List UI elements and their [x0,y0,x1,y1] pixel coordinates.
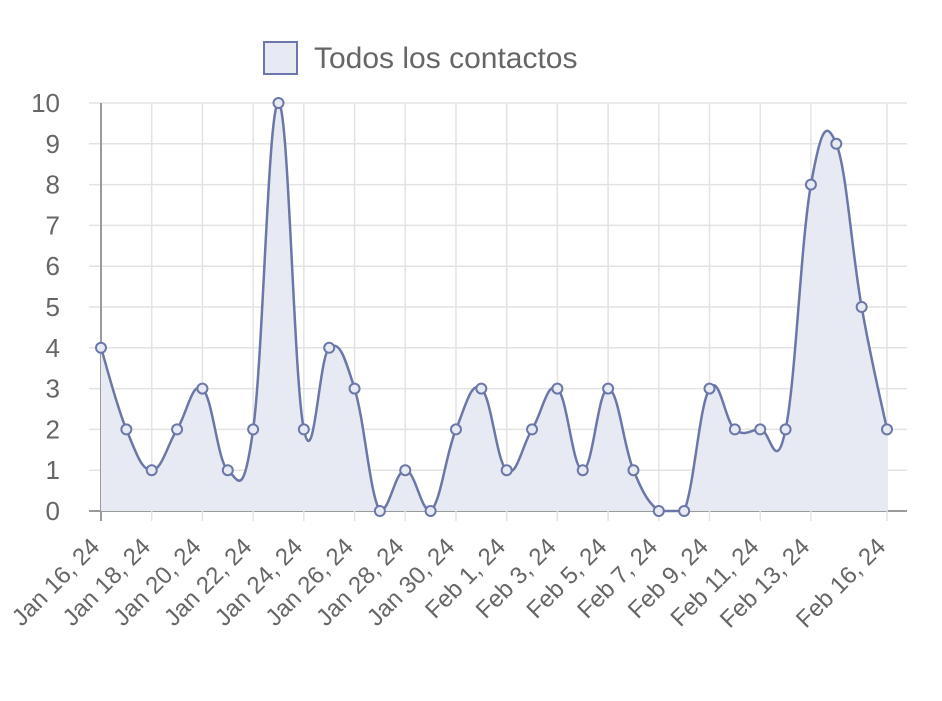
y-tick-label: 2 [46,414,60,444]
data-point[interactable] [247,423,260,436]
data-point[interactable] [373,505,386,517]
data-point[interactable] [627,464,640,477]
y-tick-label: 5 [46,292,60,322]
y-tick-label: 7 [46,210,60,240]
data-point[interactable] [120,423,133,436]
y-tick-label: 0 [46,496,60,526]
data-point[interactable] [500,464,513,477]
data-point[interactable] [754,423,767,436]
data-point[interactable] [95,341,107,354]
data-point[interactable] [196,382,209,395]
data-point[interactable] [475,382,488,395]
data-point[interactable] [424,505,437,517]
data-point[interactable] [779,423,792,436]
y-axis-ticks: 0 1 2 3 4 5 6 7 8 9 10 [31,88,60,526]
data-point[interactable] [221,464,234,477]
data-point[interactable] [449,423,462,436]
data-point[interactable] [297,423,310,436]
data-point[interactable] [576,464,589,477]
data-point[interactable] [171,423,184,436]
data-point[interactable] [881,423,893,436]
data-point[interactable] [602,382,615,395]
data-point[interactable] [323,341,336,354]
y-tick-label: 6 [46,251,60,281]
data-point[interactable] [526,423,539,436]
data-point[interactable] [678,505,691,517]
series-area [99,101,889,513]
data-point[interactable] [703,382,716,395]
data-point[interactable] [728,423,741,436]
y-tick-label: 10 [31,88,60,118]
y-tick-label: 3 [46,374,60,404]
data-point[interactable] [855,301,868,313]
data-point[interactable] [652,505,665,517]
series-line [99,101,889,513]
data-point[interactable] [272,97,285,109]
data-point[interactable] [830,137,843,150]
series-fill-area [101,103,887,511]
data-point[interactable] [551,382,564,395]
data-point[interactable] [145,464,158,477]
legend[interactable]: Todos los contactos [263,41,577,75]
data-point[interactable] [348,382,361,395]
y-tick-label: 4 [46,333,60,363]
y-tick-label: 9 [46,129,60,159]
legend-swatch[interactable] [263,41,298,75]
y-tick-label: 8 [46,170,60,200]
series-points [95,97,893,517]
data-point[interactable] [804,178,817,191]
legend-label[interactable]: Todos los contactos [314,42,577,75]
y-tick-label: 1 [46,455,60,485]
data-point[interactable] [399,464,412,477]
